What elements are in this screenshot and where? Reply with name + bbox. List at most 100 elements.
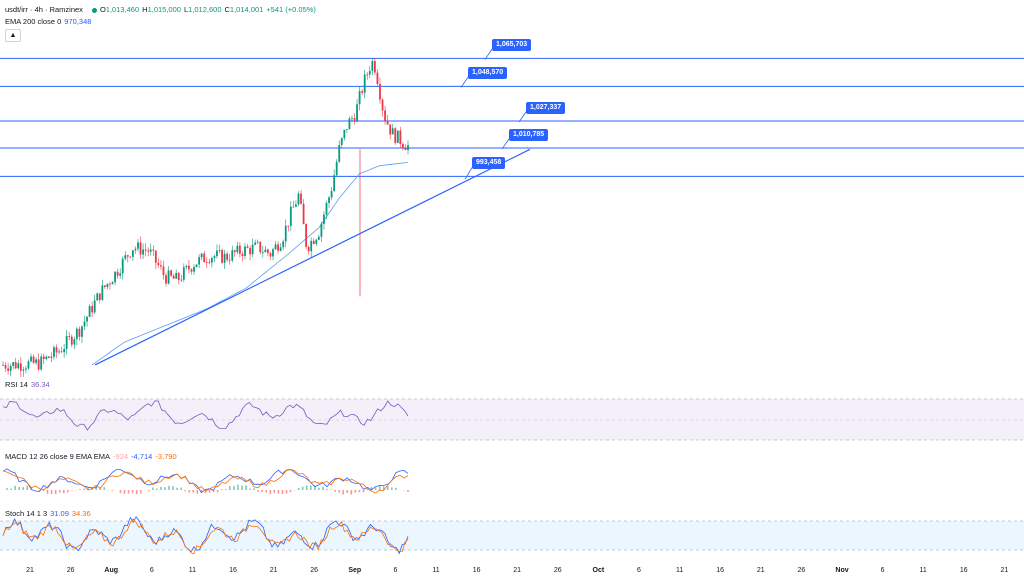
macd-histogram-bar [301, 486, 304, 490]
macd-histogram-bar [18, 487, 20, 490]
macd-histogram-bar [50, 490, 53, 495]
ema-legend[interactable]: EMA 200 close 0 970,348 [5, 17, 94, 27]
candle-up [193, 266, 195, 272]
candle-up [17, 363, 20, 369]
candle-up [348, 118, 351, 130]
rsi-legend[interactable]: RSI 14 36.34 [5, 380, 53, 390]
rsi-line [2, 400, 409, 431]
candle-up [30, 356, 32, 362]
stoch-legend[interactable]: Stoch 14 1 3 31.09 34.36 [5, 509, 94, 519]
level-price-tag[interactable]: 1,065,703 [492, 39, 532, 52]
candle-down [241, 253, 244, 257]
candle-up [81, 326, 83, 337]
candle-down [302, 203, 305, 225]
macd-histogram-bar [46, 490, 49, 494]
macd-histogram-bar [342, 490, 344, 495]
candle-up [328, 197, 330, 203]
x-tick-label: 26 [66, 567, 75, 574]
macd-histogram-bar [350, 490, 353, 495]
macd-histogram-bar [358, 490, 361, 493]
candle-up [22, 369, 25, 371]
level-price-tag[interactable]: 1,010,785 [509, 129, 549, 142]
candle-down [47, 356, 50, 358]
candle-down [144, 249, 147, 251]
macd-value: -4,714 [131, 452, 153, 461]
x-tick-label: 21 [756, 567, 765, 574]
candle-up [45, 356, 48, 360]
candle-up [289, 206, 292, 226]
candle-up [317, 236, 320, 240]
x-tick-label: 26 [797, 567, 806, 574]
candle-up [75, 328, 78, 340]
macd-legend[interactable]: MACD 12 26 close 9 EMA EMA -924 -4,714 -3,7… [5, 452, 180, 462]
candle-down [162, 266, 165, 276]
macd-histogram-bar [156, 488, 158, 490]
macd-histogram-bar [168, 485, 170, 490]
candle-down [259, 241, 262, 253]
candle-down [172, 275, 175, 279]
candle-up [274, 244, 277, 250]
macd-histogram-bar [330, 489, 332, 490]
macd-histogram-bar [127, 490, 130, 494]
candle-down [19, 363, 22, 371]
macd-histogram-bar [253, 488, 255, 490]
macd-histogram-bar [184, 490, 187, 492]
x-tick-label: 11 [188, 567, 197, 574]
candle-up [340, 138, 343, 145]
x-tick-label: 6 [637, 567, 641, 574]
candle-down [147, 250, 150, 252]
level-price-tag[interactable]: 1,048,570 [468, 67, 508, 80]
candle-down [32, 356, 35, 363]
x-tick-label: 26 [553, 567, 562, 574]
x-tick-label: Aug [104, 567, 118, 574]
candle-up [124, 255, 127, 259]
high-label: H [142, 5, 148, 14]
candle-up [264, 249, 267, 253]
candle-down [126, 255, 129, 257]
macd-histogram-bar [87, 487, 89, 490]
candle-down [55, 347, 58, 353]
chevron-up-icon[interactable]: ▲ [5, 29, 21, 42]
candle-down [305, 224, 308, 247]
candle-down [7, 368, 9, 371]
macd-histogram-bar [131, 490, 134, 493]
candle-down [381, 99, 384, 111]
candle-down [376, 72, 379, 85]
macd-histogram-bar [208, 490, 211, 493]
macd-histogram-bar [103, 487, 106, 490]
macd-histogram-bar [204, 490, 207, 494]
level-price-tag[interactable]: 1,027,337 [526, 102, 566, 115]
candle-up [315, 239, 318, 244]
macd-line [2, 468, 409, 494]
macd-histogram-bar [289, 490, 292, 493]
candle-up [254, 242, 257, 245]
macd-histogram-bar [407, 490, 409, 492]
macd-histogram-bar [378, 485, 381, 490]
macd-histogram-bar [139, 490, 142, 494]
candle-up [88, 306, 91, 317]
candle-down [394, 128, 397, 143]
close-value: 1,014,001 [229, 5, 264, 14]
x-tick-label: 6 [880, 567, 885, 574]
candle-down [129, 256, 132, 258]
macd-histogram-bar [362, 490, 365, 493]
level-price-tag[interactable]: 993,458 [472, 157, 506, 170]
x-tick-label: 26 [310, 567, 319, 574]
candle-up [9, 365, 12, 371]
candle-down [233, 250, 236, 253]
x-tick-label: 16 [716, 567, 725, 574]
candle-up [251, 244, 254, 255]
candle-down [91, 306, 94, 313]
macd-histogram-bar [180, 487, 182, 490]
macd-histogram-bar [297, 487, 300, 490]
candle-up [132, 250, 134, 257]
market-open-dot-icon [91, 7, 97, 13]
macd-histogram-bar [30, 486, 33, 490]
open-value: 1,013,460 [105, 5, 140, 14]
candle-up [93, 300, 96, 313]
candle-down [157, 262, 160, 266]
macd-histogram-bar [326, 488, 328, 490]
candle-up [310, 240, 313, 252]
symbol-legend[interactable]: usdt/irr · 4h · Ramzinex O1,013,460 H1,015… [5, 5, 319, 15]
x-tick-label: 6 [393, 567, 398, 574]
